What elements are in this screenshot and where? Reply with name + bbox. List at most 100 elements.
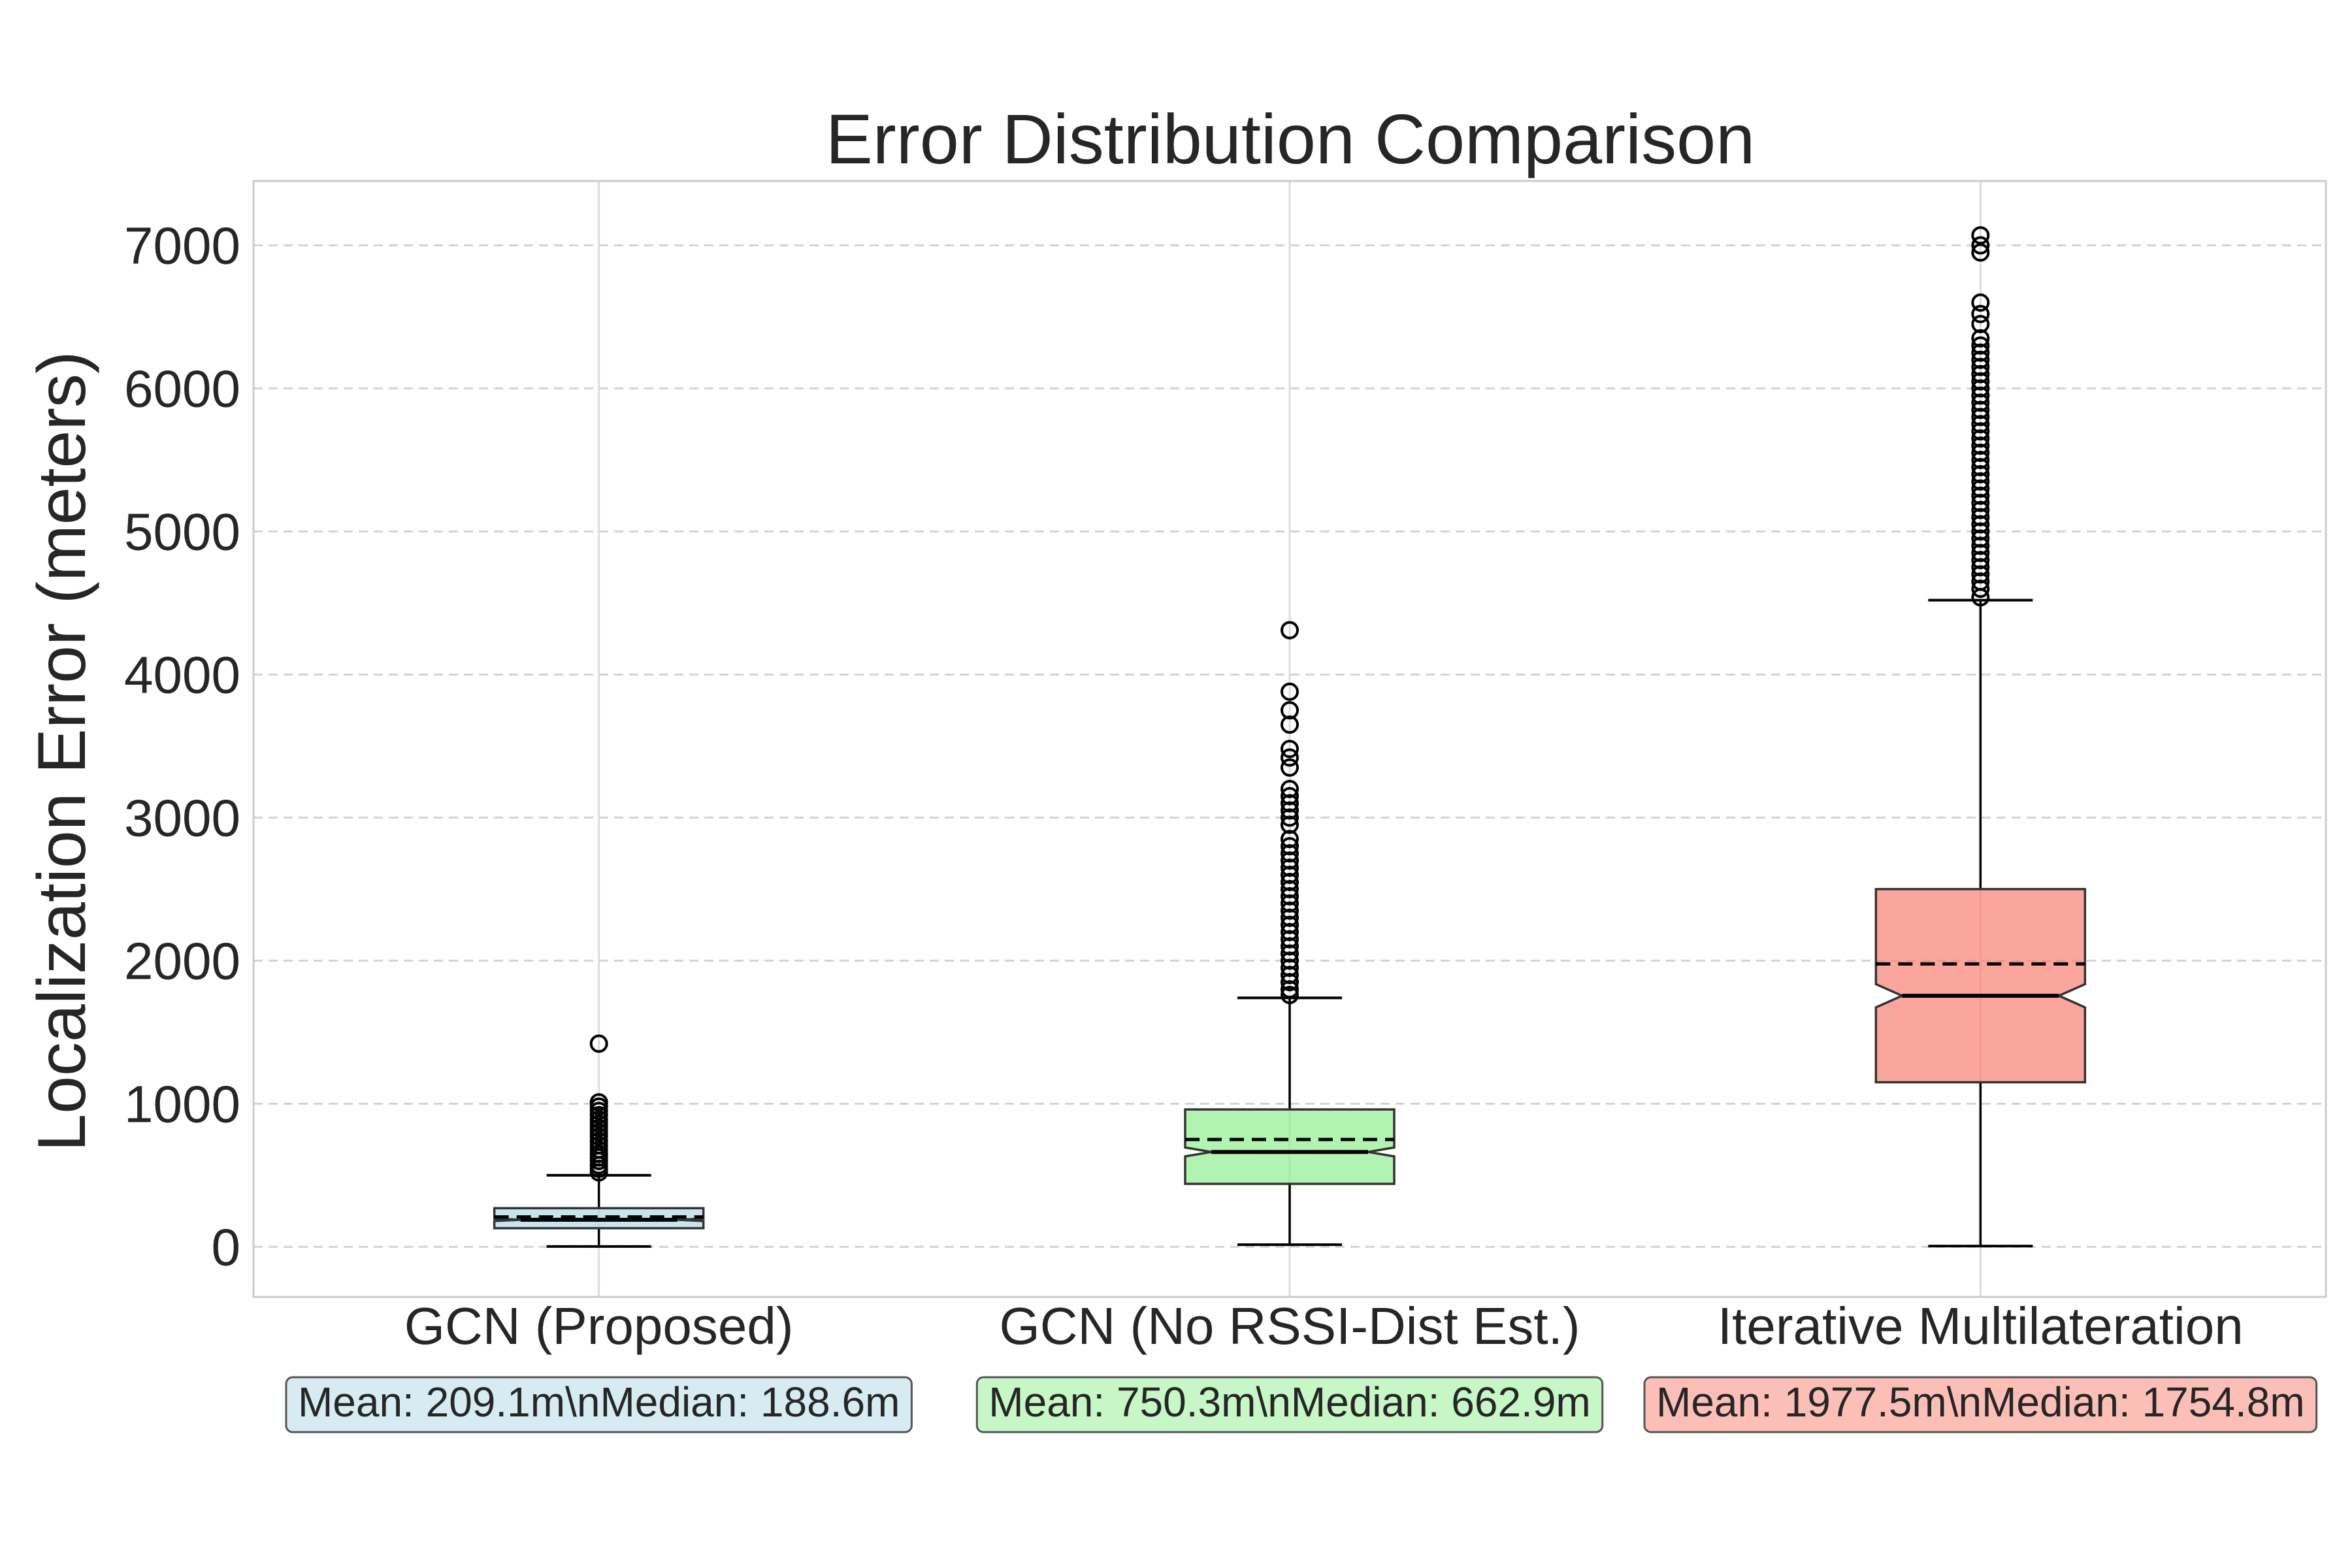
outlier-point-iterative-multilateration — [1971, 544, 1990, 563]
outlier-point-iterative-multilateration — [1971, 522, 1990, 541]
outlier-point-gcn-no-rssi-dist-est — [1281, 908, 1299, 927]
stat-label-iterative-multilateration: Mean: 1977.5m\nMedian: 1754.8m — [1656, 1379, 2305, 1426]
outlier-point-gcn-no-rssi-dist-est — [1281, 985, 1299, 1004]
outlier-point-iterative-multilateration — [1971, 558, 1990, 577]
outlier-point-gcn-no-rssi-dist-est — [1281, 808, 1299, 827]
outlier-point-gcn-no-rssi-dist-est — [1281, 815, 1299, 834]
outlier-point-gcn-no-rssi-dist-est — [1281, 901, 1299, 920]
outlier-point-gcn-no-rssi-dist-est — [1281, 801, 1299, 820]
outlier-point-iterative-multilateration — [1971, 336, 1990, 355]
outlier-point-gcn-no-rssi-dist-est — [1281, 915, 1299, 934]
outlier-point-gcn-no-rssi-dist-est — [1281, 748, 1299, 767]
outlier-point-iterative-multilateration — [1971, 572, 1990, 591]
y-tick-label: 5000 — [124, 502, 240, 561]
chart-title: Error Distribution Comparison — [826, 99, 1755, 178]
outlier-point-gcn-no-rssi-dist-est — [1281, 872, 1299, 891]
outlier-point-iterative-multilateration — [1971, 304, 1990, 323]
y-tick-label: 1000 — [124, 1075, 240, 1133]
outlier-point-iterative-multilateration — [1971, 415, 1990, 434]
outlier-point-gcn-no-rssi-dist-est — [1281, 980, 1299, 999]
outlier-point-iterative-multilateration — [1971, 236, 1990, 255]
box-iterative-multilateration — [1874, 888, 2087, 1084]
outlier-point-gcn-no-rssi-dist-est — [1281, 830, 1299, 849]
outlier-point-iterative-multilateration — [1971, 350, 1990, 369]
stat-box-gcn-proposed — [285, 1376, 913, 1433]
box-gcn-no-rssi-dist-est — [1184, 1108, 1396, 1185]
outlier-point-iterative-multilateration — [1971, 314, 1990, 333]
y-axis-label: Localization Error (meters) — [24, 351, 100, 1151]
outlier-point-gcn-proposed — [589, 1034, 608, 1053]
outlier-point-iterative-multilateration — [1971, 365, 1990, 384]
outlier-point-iterative-multilateration — [1971, 436, 1990, 455]
outlier-point-gcn-no-rssi-dist-est — [1281, 701, 1299, 720]
outlier-point-iterative-multilateration — [1971, 500, 1990, 519]
stat-label-gcn-proposed: Mean: 209.1m\nMedian: 188.6m — [298, 1379, 900, 1426]
outlier-point-gcn-no-rssi-dist-est — [1281, 894, 1299, 913]
outlier-point-iterative-multilateration — [1971, 479, 1990, 498]
stat-label-gcn-no-rssi-dist-est: Mean: 750.3m\nMedian: 662.9m — [988, 1379, 1590, 1426]
y-tick-label: 0 — [212, 1218, 241, 1276]
outlier-point-gcn-no-rssi-dist-est — [1281, 758, 1299, 777]
outlier-point-gcn-no-rssi-dist-est — [1281, 682, 1299, 701]
stat-box-iterative-multilateration — [1643, 1376, 2318, 1433]
outlier-point-iterative-multilateration — [1971, 386, 1990, 405]
outlier-point-gcn-no-rssi-dist-est — [1281, 844, 1299, 863]
outlier-point-iterative-multilateration — [1971, 486, 1990, 505]
outlier-point-iterative-multilateration — [1971, 429, 1990, 448]
outlier-point-gcn-no-rssi-dist-est — [1281, 866, 1299, 885]
outlier-point-iterative-multilateration — [1971, 536, 1990, 555]
outlier-point-iterative-multilateration — [1971, 372, 1990, 391]
outlier-point-gcn-no-rssi-dist-est — [1281, 951, 1299, 970]
outlier-point-gcn-no-rssi-dist-est — [1281, 944, 1299, 963]
outlier-point-iterative-multilateration — [1971, 472, 1990, 491]
outlier-point-gcn-proposed — [589, 1093, 608, 1112]
outlier-point-iterative-multilateration — [1971, 565, 1990, 584]
outlier-point-iterative-multilateration — [1971, 343, 1990, 362]
outlier-point-gcn-no-rssi-dist-est — [1281, 973, 1299, 992]
outlier-point-gcn-no-rssi-dist-est — [1281, 858, 1299, 877]
y-tick-label: 4000 — [124, 645, 240, 704]
outlier-point-iterative-multilateration — [1971, 551, 1990, 570]
plot-area: 0 1000 2000 3000 4000 5000 6000 7000 GCN (Propos… — [124, 180, 2327, 1433]
outlier-point-iterative-multilateration — [1971, 508, 1990, 527]
outlier-point-gcn-no-rssi-dist-est — [1281, 715, 1299, 734]
outlier-point-iterative-multilateration — [1971, 529, 1990, 548]
outlier-point-gcn-no-rssi-dist-est — [1281, 779, 1299, 798]
outlier-point-gcn-no-rssi-dist-est — [1281, 837, 1299, 856]
outlier-point-gcn-no-rssi-dist-est — [1281, 621, 1299, 640]
outlier-point-iterative-multilateration — [1971, 493, 1990, 512]
outlier-point-gcn-no-rssi-dist-est — [1281, 937, 1299, 956]
y-tick-label: 6000 — [124, 360, 240, 418]
outlier-point-iterative-multilateration — [1971, 408, 1990, 427]
outlier-point-gcn-no-rssi-dist-est — [1281, 794, 1299, 813]
outlier-point-gcn-no-rssi-dist-est — [1281, 923, 1299, 941]
outlier-point-iterative-multilateration — [1971, 465, 1990, 483]
y-tick-label: 7000 — [124, 217, 240, 275]
stat-box-gcn-no-rssi-dist-est — [975, 1376, 1604, 1433]
outlier-point-iterative-multilateration — [1971, 226, 1990, 245]
outlier-point-gcn-no-rssi-dist-est — [1281, 851, 1299, 870]
outlier-point-iterative-multilateration — [1971, 293, 1990, 312]
x-tick-label-iterative-multilateration: Iterative Multilateration — [1718, 1297, 2244, 1355]
outlier-point-iterative-multilateration — [1971, 400, 1990, 419]
outlier-point-iterative-multilateration — [1971, 515, 1990, 534]
outlier-point-gcn-no-rssi-dist-est — [1281, 887, 1299, 906]
outlier-point-iterative-multilateration — [1971, 379, 1990, 398]
outlier-point-iterative-multilateration — [1971, 444, 1990, 463]
outlier-point-gcn-no-rssi-dist-est — [1281, 958, 1299, 977]
y-tick-label: 3000 — [124, 789, 240, 847]
outlier-point-iterative-multilateration — [1971, 329, 1990, 348]
plot-frame — [252, 180, 2327, 1298]
outlier-point-gcn-no-rssi-dist-est — [1281, 740, 1299, 759]
x-tick-label-gcn-no-rssi-dist-est: GCN (No RSSI-Dist Est.) — [1000, 1297, 1580, 1355]
outlier-point-iterative-multilateration — [1971, 457, 1990, 476]
outlier-point-gcn-no-rssi-dist-est — [1281, 930, 1299, 949]
x-tick-label-gcn-proposed: GCN (Proposed) — [404, 1297, 794, 1355]
outlier-point-iterative-multilateration — [1971, 243, 1990, 262]
outlier-point-iterative-multilateration — [1971, 580, 1990, 598]
outlier-point-gcn-no-rssi-dist-est — [1281, 879, 1299, 898]
outlier-point-gcn-no-rssi-dist-est — [1281, 787, 1299, 806]
outlier-point-iterative-multilateration — [1971, 451, 1990, 469]
